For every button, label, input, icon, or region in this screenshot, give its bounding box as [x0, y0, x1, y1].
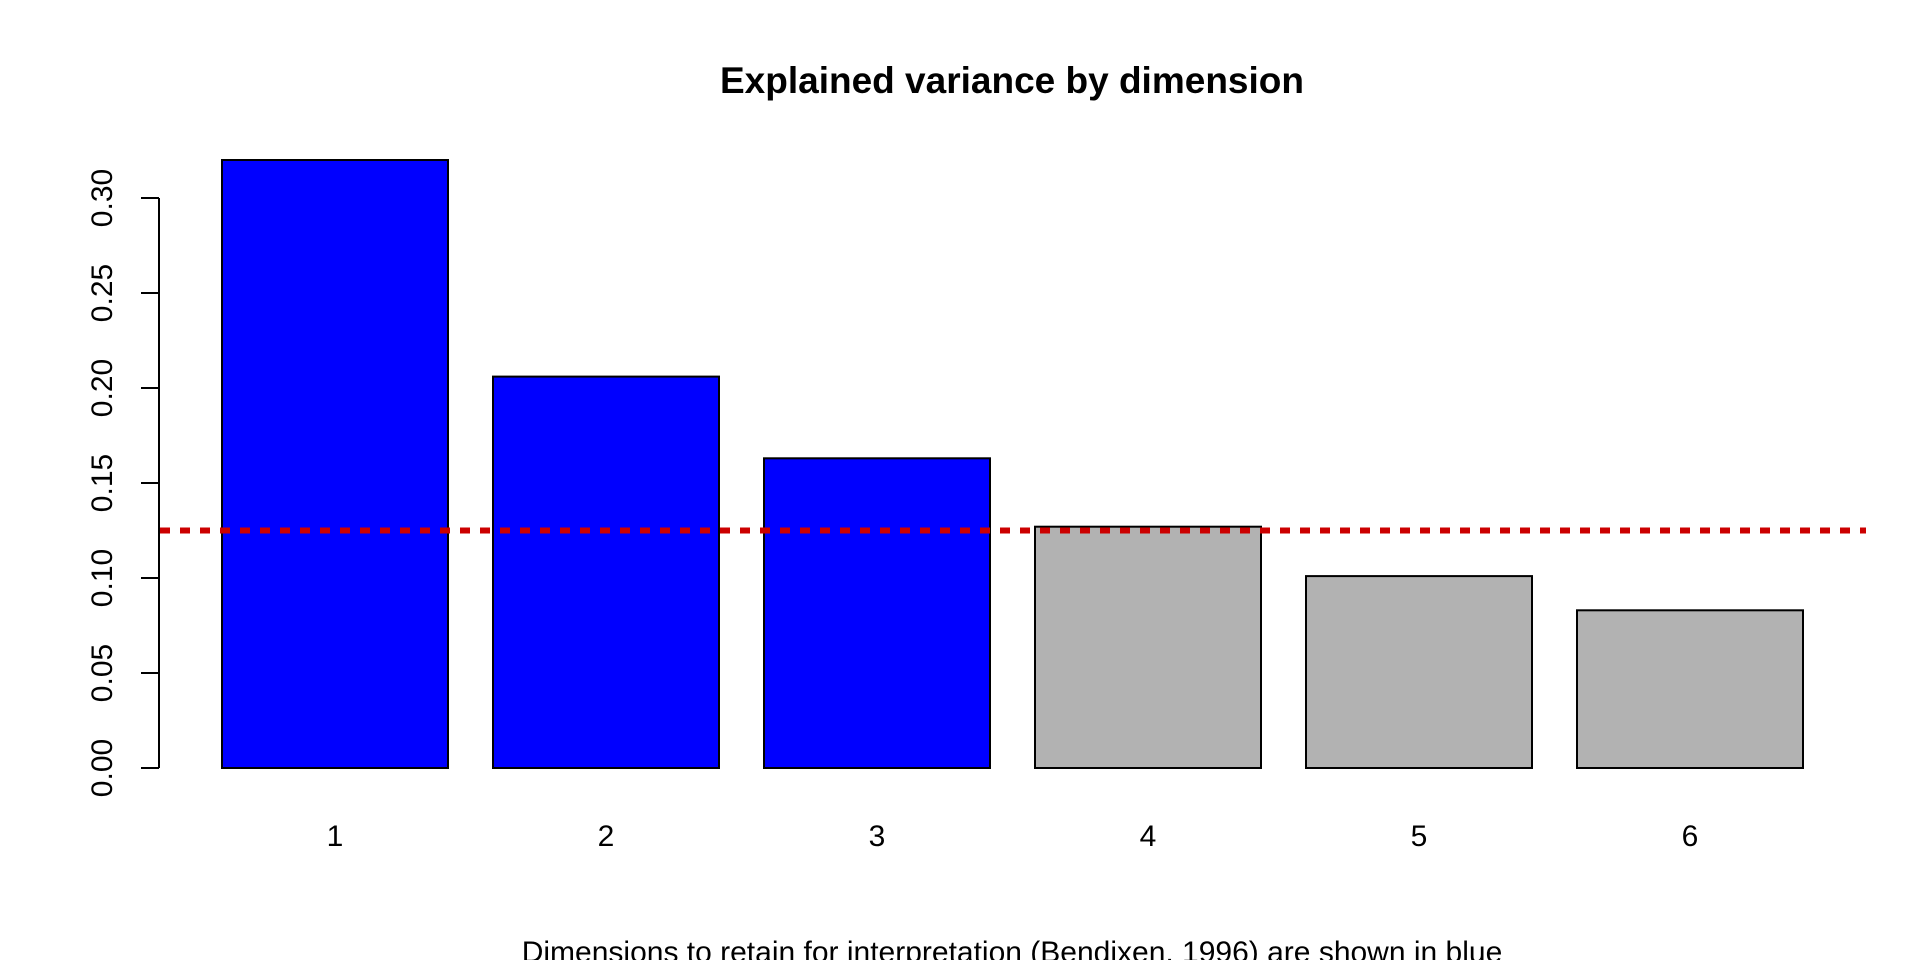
y-tick-label-0.30: 0.30 [86, 169, 119, 227]
x-tick-label-6: 6 [1682, 820, 1699, 853]
x-tick-label-3: 3 [869, 820, 886, 853]
x-axis-labels: 1 2 3 4 5 6 [327, 820, 1699, 853]
y-tick-label-0.05: 0.05 [86, 644, 119, 702]
y-axis: 0.00 0.05 0.10 0.15 0.20 0.25 0.30 [86, 169, 160, 797]
bar-dim-3 [763, 457, 991, 769]
x-axis-caption: Dimensions to retain for interpretation … [522, 936, 1503, 960]
x-tick-label-2: 2 [598, 820, 615, 853]
y-tick-label-0.25: 0.25 [86, 264, 119, 322]
bar-dim-5 [1305, 575, 1533, 769]
bar-dim-2 [492, 375, 720, 769]
y-tick-label-0.20: 0.20 [86, 359, 119, 417]
x-tick-label-5: 5 [1411, 820, 1428, 853]
bar-dim-6 [1576, 609, 1804, 769]
bars-group [221, 159, 1804, 770]
y-tick-label-0.10: 0.10 [86, 549, 119, 607]
y-tick-label-0.00: 0.00 [86, 739, 119, 797]
y-tick-label-0.15: 0.15 [86, 454, 119, 512]
x-tick-label-4: 4 [1140, 820, 1157, 853]
bar-dim-1 [221, 159, 449, 769]
chart-title: Explained variance by dimension [720, 60, 1304, 101]
bar-dim-4 [1034, 525, 1262, 770]
x-tick-label-1: 1 [327, 820, 344, 853]
